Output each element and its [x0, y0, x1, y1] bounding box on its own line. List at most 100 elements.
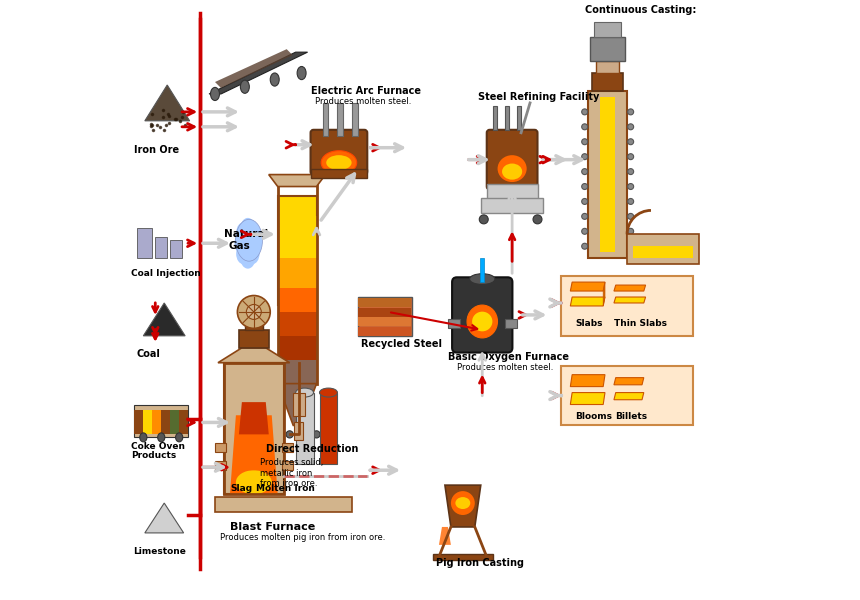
Ellipse shape	[581, 124, 587, 130]
Ellipse shape	[296, 388, 314, 397]
Bar	[367, 298, 376, 307]
Ellipse shape	[175, 433, 183, 442]
Text: Natural: Natural	[224, 229, 268, 239]
Bar	[152, 410, 161, 434]
Polygon shape	[614, 297, 646, 303]
Ellipse shape	[479, 215, 488, 224]
Bar	[215, 497, 353, 512]
Ellipse shape	[628, 109, 634, 115]
Bar	[385, 308, 394, 317]
Text: Gas: Gas	[228, 241, 250, 251]
Bar	[138, 229, 152, 258]
Text: Direct Reduction: Direct Reduction	[266, 444, 358, 454]
Bar	[385, 317, 394, 326]
Ellipse shape	[467, 305, 497, 338]
Text: Pig Iron Casting: Pig Iron Casting	[436, 558, 524, 568]
Ellipse shape	[470, 274, 495, 284]
Ellipse shape	[321, 151, 357, 175]
Ellipse shape	[246, 304, 261, 319]
Text: Electric Arc Furnace: Electric Arc Furnace	[310, 86, 421, 96]
Bar	[359, 317, 366, 326]
Ellipse shape	[581, 154, 587, 160]
Ellipse shape	[581, 229, 587, 235]
Bar	[224, 363, 284, 494]
Bar	[215, 443, 225, 452]
Text: Produces molten steel.: Produces molten steel.	[457, 364, 553, 373]
Ellipse shape	[276, 505, 280, 509]
Bar	[294, 422, 304, 440]
Bar	[481, 199, 544, 214]
Bar	[487, 184, 538, 202]
Bar	[394, 298, 402, 307]
Ellipse shape	[628, 184, 634, 190]
Bar	[359, 298, 366, 307]
Bar	[215, 461, 225, 470]
Bar	[505, 319, 517, 328]
Polygon shape	[570, 392, 605, 404]
Polygon shape	[278, 383, 316, 425]
Bar	[134, 404, 188, 437]
Ellipse shape	[244, 222, 260, 243]
Bar	[170, 410, 179, 434]
Ellipse shape	[236, 220, 262, 261]
Polygon shape	[144, 303, 185, 336]
Ellipse shape	[581, 109, 587, 115]
Bar	[493, 106, 497, 130]
Polygon shape	[230, 415, 278, 494]
Ellipse shape	[498, 155, 526, 182]
Bar	[245, 318, 263, 330]
Ellipse shape	[581, 184, 587, 190]
Text: Products: Products	[132, 451, 176, 460]
Ellipse shape	[283, 505, 288, 509]
Bar	[322, 103, 329, 136]
Ellipse shape	[261, 505, 266, 509]
Bar	[278, 258, 316, 288]
Text: Thin Slabs: Thin Slabs	[614, 319, 667, 328]
Bar	[278, 288, 316, 312]
Ellipse shape	[244, 505, 249, 509]
Bar	[278, 336, 316, 360]
Bar	[562, 365, 693, 425]
Ellipse shape	[304, 431, 311, 438]
Ellipse shape	[268, 505, 273, 509]
Ellipse shape	[235, 233, 249, 254]
Text: Billets: Billets	[615, 412, 648, 421]
Bar	[588, 91, 627, 258]
Polygon shape	[144, 85, 189, 121]
FancyBboxPatch shape	[310, 130, 367, 175]
Bar	[359, 308, 366, 317]
Ellipse shape	[211, 88, 219, 101]
Ellipse shape	[326, 155, 352, 170]
Ellipse shape	[628, 154, 634, 160]
Text: Blast Furnace: Blast Furnace	[230, 522, 315, 532]
Ellipse shape	[628, 229, 634, 235]
Bar	[278, 312, 316, 336]
Text: Coal: Coal	[136, 349, 160, 359]
Polygon shape	[268, 175, 325, 187]
Bar	[367, 308, 376, 317]
Bar	[433, 554, 493, 560]
Bar	[394, 327, 402, 336]
Ellipse shape	[237, 505, 242, 509]
Ellipse shape	[237, 296, 270, 328]
Polygon shape	[215, 49, 292, 88]
Text: Molten Iron: Molten Iron	[255, 484, 315, 493]
Ellipse shape	[628, 243, 634, 249]
Bar	[278, 175, 316, 383]
Ellipse shape	[241, 248, 255, 269]
Ellipse shape	[237, 222, 251, 243]
Bar	[353, 103, 359, 136]
Bar	[633, 246, 693, 258]
Bar	[627, 235, 698, 264]
Bar	[162, 410, 169, 434]
Ellipse shape	[502, 164, 522, 179]
Bar	[403, 317, 411, 326]
Bar	[505, 106, 509, 130]
Ellipse shape	[295, 431, 302, 438]
Ellipse shape	[157, 433, 165, 442]
Text: Recycled Steel: Recycled Steel	[360, 338, 442, 349]
Text: Produces molten steel.: Produces molten steel.	[316, 97, 412, 106]
FancyBboxPatch shape	[487, 130, 538, 190]
Ellipse shape	[286, 431, 293, 438]
Ellipse shape	[581, 169, 587, 175]
